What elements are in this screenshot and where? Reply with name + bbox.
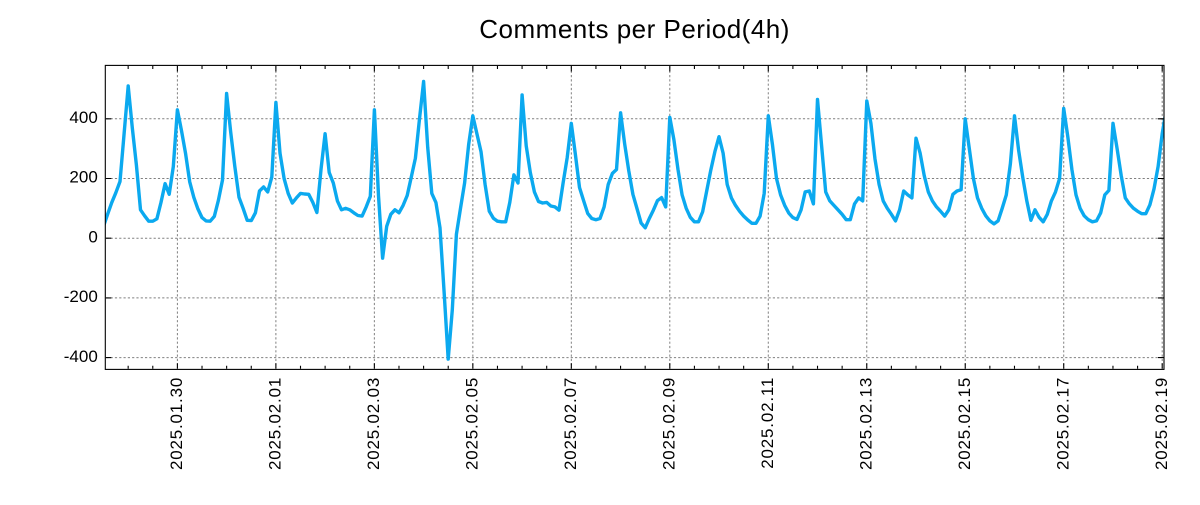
svg-text:2025.01.30: 2025.01.30 (167, 377, 186, 470)
svg-text:2025.02.19: 2025.02.19 (1152, 377, 1171, 470)
svg-text:400: 400 (69, 108, 97, 127)
svg-text:2025.02.03: 2025.02.03 (364, 377, 383, 470)
svg-text:2025.02.07: 2025.02.07 (561, 377, 580, 470)
svg-text:2025.02.13: 2025.02.13 (857, 377, 876, 470)
svg-text:2025.02.01: 2025.02.01 (266, 377, 285, 470)
svg-text:2025.02.09: 2025.02.09 (660, 377, 679, 470)
svg-text:200: 200 (69, 168, 97, 187)
svg-text:0: 0 (88, 227, 97, 246)
svg-text:Comments per Period(4h): Comments per Period(4h) (479, 14, 790, 44)
svg-text:-200: -200 (64, 287, 98, 306)
svg-text:2025.02.15: 2025.02.15 (955, 377, 974, 470)
svg-text:2025.02.17: 2025.02.17 (1054, 377, 1073, 470)
svg-text:-400: -400 (64, 347, 98, 366)
svg-text:2025.02.05: 2025.02.05 (463, 377, 482, 470)
svg-text:2025.02.11: 2025.02.11 (758, 377, 777, 469)
